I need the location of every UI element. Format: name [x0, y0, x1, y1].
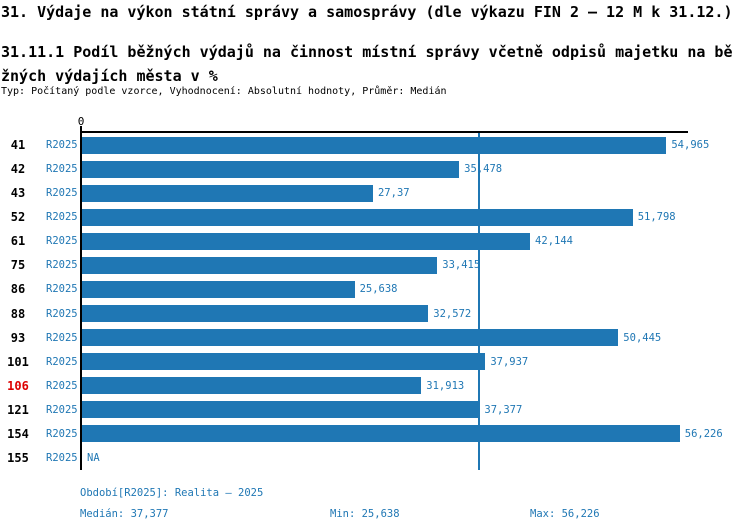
chart-row: 41 R2025 54,965	[0, 133, 750, 157]
row-municipality-id: 42	[10, 162, 26, 177]
page-title: 31. Výdaje na výkon státní správy a samo…	[1, 3, 733, 21]
row-bar	[82, 305, 429, 323]
row-bar	[82, 184, 373, 202]
x-axis-zero-tick	[80, 126, 82, 133]
chart-row: 52 R2025 51,798	[0, 205, 750, 229]
row-value-label: 32,572	[433, 307, 472, 320]
chart-row: 154 R2025 56,226	[0, 422, 750, 446]
row-period-label: R2025	[46, 403, 78, 416]
row-value-label: 31,913	[426, 379, 465, 392]
row-period-label: R2025	[46, 259, 78, 272]
chart-row: 75 R2025 33,415	[0, 253, 750, 277]
row-bar	[82, 256, 438, 274]
row-period-label: R2025	[46, 163, 78, 176]
row-period-label: R2025	[46, 379, 78, 392]
row-bar	[82, 329, 619, 347]
row-municipality-id: 41	[10, 138, 26, 153]
row-value-label: 33,415	[442, 259, 481, 272]
row-bar	[82, 160, 460, 178]
footer-max-label: Max: 56,226	[530, 508, 600, 520]
chart-row: 93 R2025 50,445	[0, 326, 750, 350]
row-municipality-id: 121	[7, 402, 29, 417]
indicator-subtitle: 31.11.1 Podíl běžných výdajů na činnost …	[1, 43, 733, 85]
row-bar	[82, 425, 680, 443]
row-municipality-id: 154	[7, 426, 29, 441]
row-value-label: 51,798	[637, 211, 676, 224]
footer-min-label: Min: 25,638	[330, 508, 400, 520]
row-period-label: R2025	[46, 427, 78, 440]
x-axis-zero-tick-label: 0	[77, 115, 85, 128]
row-period-label: R2025	[46, 283, 78, 296]
row-municipality-id: 86	[10, 282, 26, 297]
row-municipality-id: 75	[10, 258, 26, 273]
row-value-label: 37,937	[490, 355, 529, 368]
row-municipality-id: 88	[10, 306, 26, 321]
row-bar	[82, 232, 531, 250]
chart-row: 121 R2025 37,377	[0, 398, 750, 422]
footer-median-label: Medián: 37,377	[80, 508, 169, 520]
chart-row: 43 R2025 27,37	[0, 181, 750, 205]
row-value-label: 50,445	[623, 331, 662, 344]
row-municipality-id: 93	[10, 330, 26, 345]
chart-row: 106 R2025 31,913	[0, 374, 750, 398]
row-municipality-id: 101	[7, 354, 29, 369]
row-value-label: 27,37	[377, 187, 410, 200]
indicator-meta-line: Typ: Počítaný podle vzorce, Vyhodnocení:…	[1, 86, 447, 97]
row-period-label: R2025	[46, 187, 78, 200]
chart-row: 42 R2025 35,478	[0, 157, 750, 181]
row-period-label: R2025	[46, 307, 78, 320]
chart-row: 88 R2025 32,572	[0, 302, 750, 326]
row-period-label: R2025	[46, 211, 78, 224]
median-reference-line	[478, 133, 481, 470]
row-municipality-id: 61	[10, 234, 26, 249]
chart-row: 155 R2025 NA	[0, 446, 750, 470]
chart-row: 101 R2025 37,937	[0, 350, 750, 374]
row-municipality-id: 106	[7, 378, 29, 393]
row-value-label: 37,377	[484, 403, 523, 416]
bar-chart: 41 R2025 54,965 42 R2025 35,478 43 R2025 27,37 52…	[0, 133, 750, 470]
row-bar	[82, 280, 355, 298]
row-period-label: R2025	[46, 235, 78, 248]
row-municipality-id: 155	[7, 450, 29, 465]
row-value-label: 42,144	[535, 235, 573, 248]
row-value-label: 35,478	[464, 163, 503, 176]
chart-row: 86 R2025 25,638	[0, 277, 750, 301]
row-municipality-id: 52	[10, 210, 26, 225]
row-period-label: R2025	[46, 451, 78, 464]
x-axis-line	[80, 131, 688, 133]
row-value-label: 25,638	[359, 283, 398, 296]
row-bar	[82, 377, 422, 395]
footer-period-label: Období[R2025]: Realita – 2025	[80, 487, 264, 499]
row-period-label: R2025	[46, 139, 78, 152]
row-value-na: NA	[87, 451, 100, 464]
row-bar	[82, 136, 667, 154]
row-bar	[82, 401, 480, 419]
row-period-label: R2025	[46, 355, 78, 368]
row-municipality-id: 43	[10, 186, 26, 201]
row-bar	[82, 353, 486, 371]
y-axis-line	[80, 131, 82, 470]
row-period-label: R2025	[46, 331, 78, 344]
row-value-label: 56,226	[684, 427, 723, 440]
row-bar	[82, 208, 633, 226]
chart-row: 61 R2025 42,144	[0, 229, 750, 253]
row-value-label: 54,965	[671, 139, 710, 152]
